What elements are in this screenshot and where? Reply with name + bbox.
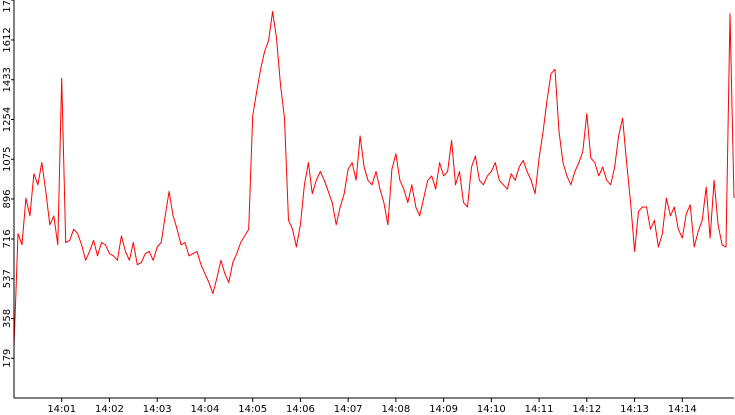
x-tick-label: 14:02 xyxy=(95,404,124,415)
x-tick-label: 14:13 xyxy=(620,404,649,415)
x-tick-label: 14:03 xyxy=(143,404,172,415)
series-line xyxy=(13,11,735,347)
y-tick-label: 1075 xyxy=(2,147,13,172)
y-tick-label: 1254 xyxy=(2,107,13,132)
x-tick-label: 14:11 xyxy=(525,404,554,415)
y-tick-label: 537 xyxy=(2,269,13,288)
x-tick-label: 14:05 xyxy=(238,404,267,415)
y-tick-label: 896 xyxy=(2,189,13,208)
y-tick-label: 716 xyxy=(2,229,13,248)
x-tick-label: 14:08 xyxy=(381,404,410,415)
y-axis: 179 358 537 716 896 1075 1254 1433 1612 1792 xyxy=(2,0,15,398)
x-tick-label: 14:07 xyxy=(334,404,363,415)
x-tick-label: 14:09 xyxy=(429,404,458,415)
x-tick-label: 14:01 xyxy=(47,404,76,415)
y-tick-label: 1612 xyxy=(2,27,13,52)
x-axis: 14:01 14:02 14:03 14:04 14:05 14:06 14:07 14:08… xyxy=(14,397,734,415)
y-tick-label: 1792 xyxy=(2,0,13,13)
y-tick-label: 179 xyxy=(2,349,13,368)
plot-area xyxy=(13,11,735,347)
x-tick-label: 14:10 xyxy=(477,404,506,415)
y-tick-label: 1433 xyxy=(2,67,13,92)
x-tick-label: 14:12 xyxy=(572,404,601,415)
x-tick-label: 14:04 xyxy=(191,404,220,415)
y-tick-label: 358 xyxy=(2,309,13,328)
x-tick-label: 14:14 xyxy=(668,404,697,415)
x-tick-label: 14:06 xyxy=(286,404,315,415)
